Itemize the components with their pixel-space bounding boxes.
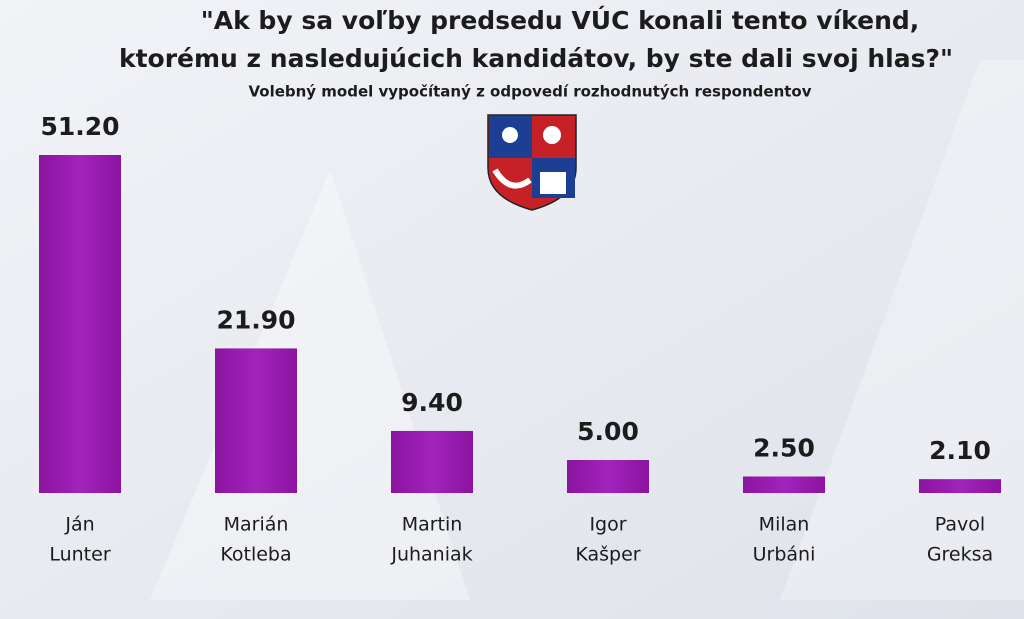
bar bbox=[743, 476, 825, 493]
bar bbox=[567, 459, 649, 493]
chart-subtitle: Volebný model vypočítaný z odpovedí rozh… bbox=[248, 83, 811, 101]
value-label: 21.90 bbox=[216, 305, 295, 334]
x-tick-label: Marián bbox=[224, 514, 289, 536]
value-label: 2.50 bbox=[753, 433, 815, 462]
x-tick-label: Milan bbox=[759, 514, 810, 536]
x-tick-label: Urbáni bbox=[753, 544, 816, 566]
x-tick-label: Kotleba bbox=[220, 544, 291, 566]
background-shape bbox=[780, 60, 1024, 600]
x-tick-label: Igor bbox=[589, 514, 626, 536]
bar bbox=[39, 155, 121, 493]
coat-of-arms bbox=[487, 114, 577, 211]
bar bbox=[919, 479, 1001, 493]
x-tick-label: Kašper bbox=[575, 544, 640, 566]
value-label: 51.20 bbox=[40, 112, 119, 141]
x-tick-label: Lunter bbox=[49, 544, 110, 566]
value-label: 5.00 bbox=[577, 417, 639, 446]
chart-title: ktorému z nasledujúcich kandidátov, by s… bbox=[119, 44, 953, 73]
x-tick-label: Pavol bbox=[935, 514, 985, 536]
value-label: 2.10 bbox=[929, 436, 991, 465]
x-tick-label: Juhaniak bbox=[390, 544, 472, 566]
value-label: 9.40 bbox=[401, 388, 463, 417]
bar bbox=[391, 430, 473, 493]
x-tick-label: Martin bbox=[402, 514, 463, 536]
bar bbox=[215, 348, 297, 493]
chart-title: "Ak by sa voľby predsedu VÚC konali tent… bbox=[201, 5, 920, 35]
x-tick-label: Ján bbox=[64, 514, 94, 536]
x-tick-label: Greksa bbox=[927, 544, 993, 566]
